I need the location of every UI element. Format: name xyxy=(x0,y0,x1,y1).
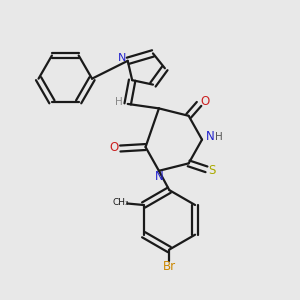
Text: CH₃: CH₃ xyxy=(113,198,130,207)
Text: Br: Br xyxy=(163,260,176,273)
Text: H: H xyxy=(115,98,123,107)
Text: N: N xyxy=(155,170,164,183)
Text: N: N xyxy=(206,130,215,143)
Text: O: O xyxy=(109,141,119,154)
Text: H: H xyxy=(215,132,223,142)
Text: S: S xyxy=(209,164,216,177)
Text: O: O xyxy=(200,95,210,108)
Text: N: N xyxy=(118,53,127,63)
